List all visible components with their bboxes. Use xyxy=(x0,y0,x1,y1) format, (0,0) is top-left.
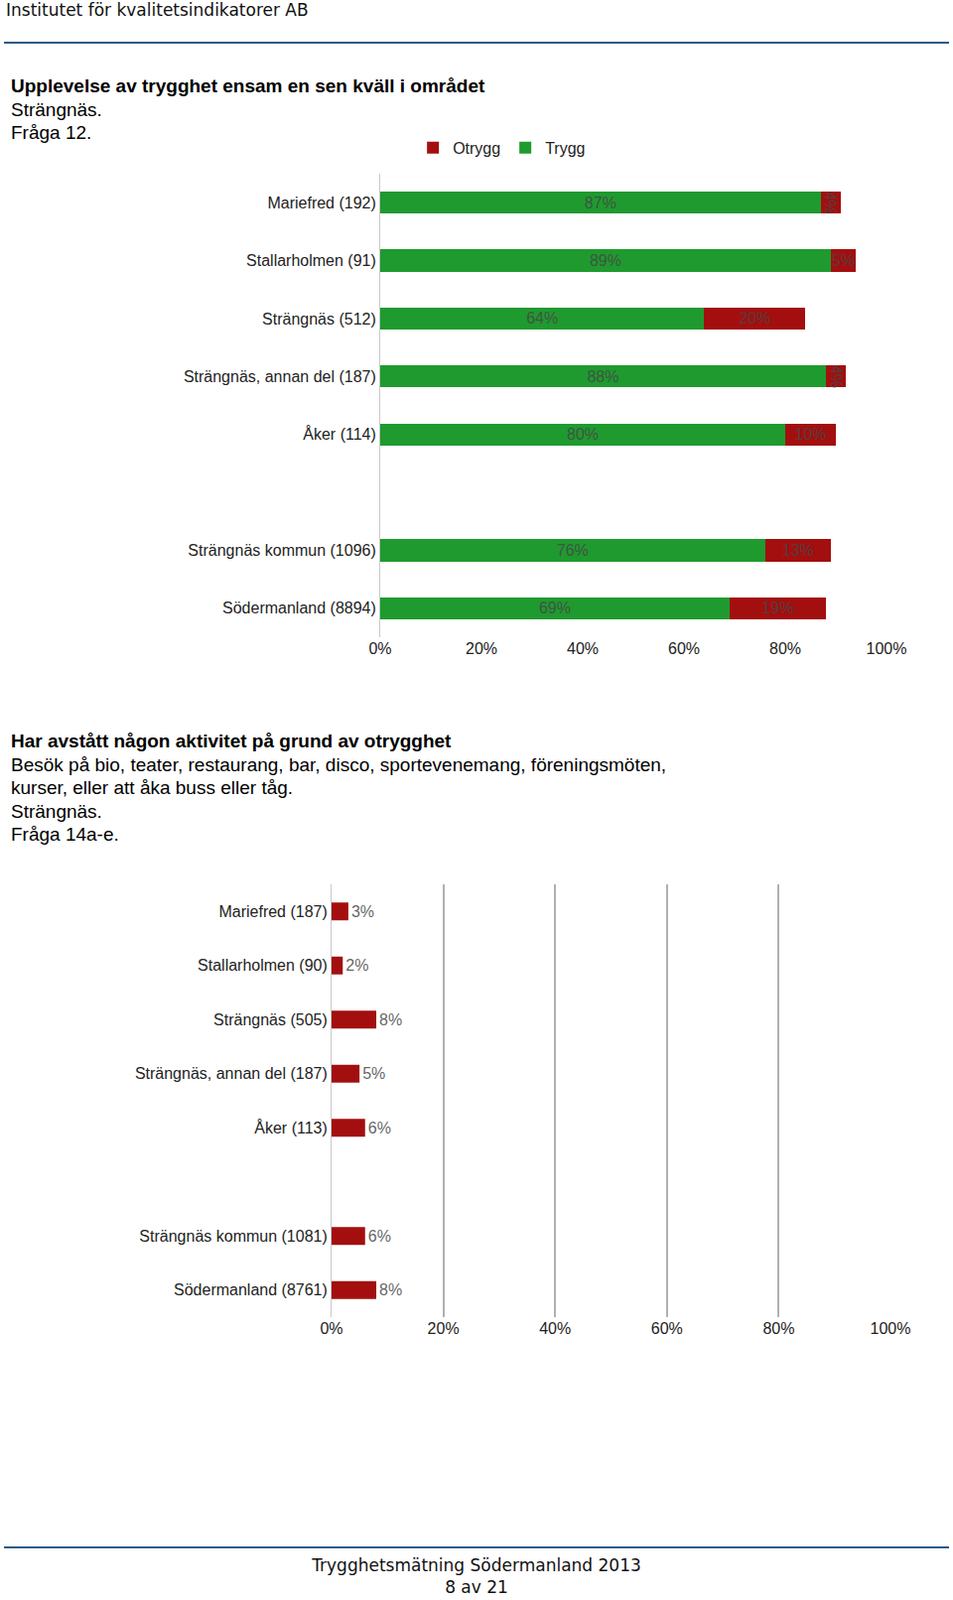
svg-text:Strängnäs kommun (1096): Strängnäs kommun (1096) xyxy=(187,542,376,559)
svg-text:13%: 13% xyxy=(782,542,815,559)
svg-text:60%: 60% xyxy=(668,640,700,658)
html-text:Besök på bio, teater, restaura: Besök på bio, teater, restaurang, bar, d… xyxy=(10,753,667,845)
svg-text:0%: 0% xyxy=(368,640,392,658)
svg-text:Strängnäs, annan del (187): Strängnäs, annan del (187) xyxy=(183,368,377,386)
svg-text:6%: 6% xyxy=(368,1227,392,1245)
svg-text:Strängnäs (512): Strängnäs (512) xyxy=(262,310,377,328)
svg-text:Stallarholmen (91): Stallarholmen (91) xyxy=(246,252,377,270)
html-text:Institutet för kvalitetsindika: Institutet för kvalitetsindikatorer AB xyxy=(5,0,309,20)
svg-text:5%: 5% xyxy=(831,252,855,270)
svg-text:76%: 76% xyxy=(556,542,589,559)
svg-text:Mariefred (187): Mariefred (187) xyxy=(218,903,327,921)
svg-text:20%: 20% xyxy=(465,640,498,658)
svg-text:Södermanland (8761): Södermanland (8761) xyxy=(173,1281,328,1299)
svg-text:Otrygg: Otrygg xyxy=(452,139,501,157)
svg-text:100%: 100% xyxy=(870,1320,912,1338)
svg-text:Trygg: Trygg xyxy=(544,139,585,157)
svg-text:10%: 10% xyxy=(794,425,826,443)
svg-text:Strängnäs kommun (1081): Strängnäs kommun (1081) xyxy=(138,1227,327,1245)
svg-text:80%: 80% xyxy=(769,640,802,658)
svg-text:Södermanland (8894): Södermanland (8894) xyxy=(222,599,377,617)
svg-text:89%: 89% xyxy=(589,252,622,270)
svg-text:88%: 88% xyxy=(586,368,619,386)
svg-text:2%: 2% xyxy=(345,956,369,974)
html-text:Har avstått någon aktivitet på: Har avstått någon aktivitet på grund av … xyxy=(10,730,452,752)
html-text:Trygghetsmätning Södermanland: Trygghetsmätning Södermanland 2013 xyxy=(311,1555,642,1576)
svg-text:20%: 20% xyxy=(427,1320,460,1338)
svg-text:100%: 100% xyxy=(866,640,908,658)
svg-text:Strängnäs (505): Strängnäs (505) xyxy=(213,1011,328,1029)
svg-text:8%: 8% xyxy=(379,1011,403,1029)
svg-text:80%: 80% xyxy=(762,1320,795,1338)
svg-text:0%: 0% xyxy=(319,1320,343,1338)
svg-text:80%: 80% xyxy=(566,425,599,443)
svg-text:69%: 69% xyxy=(539,599,571,617)
svg-text:4%: 4% xyxy=(821,191,839,215)
html-text:Upplevelse av trygghet ensam e: Upplevelse av trygghet ensam en sen kväl… xyxy=(10,75,485,97)
svg-text:20%: 20% xyxy=(738,309,771,327)
svg-text:64%: 64% xyxy=(526,309,558,327)
svg-text:19%: 19% xyxy=(761,599,794,617)
svg-text:40%: 40% xyxy=(539,1320,571,1338)
svg-text:8%: 8% xyxy=(379,1281,403,1299)
svg-text:Åker (113): Åker (113) xyxy=(254,1118,328,1137)
svg-text:Stallarholmen (90): Stallarholmen (90) xyxy=(197,956,328,974)
svg-text:87%: 87% xyxy=(584,194,617,212)
svg-text:5%: 5% xyxy=(362,1065,386,1083)
svg-text:Mariefred (192): Mariefred (192) xyxy=(267,194,376,212)
svg-text:6%: 6% xyxy=(368,1119,392,1137)
html-text:Strängnäs. Fråga 12.: Strängnäs. Fråga 12. xyxy=(10,98,103,143)
svg-text:3%: 3% xyxy=(351,903,375,921)
svg-text:4%: 4% xyxy=(827,365,845,389)
svg-text:40%: 40% xyxy=(566,640,599,658)
html-text:8 av 21: 8 av 21 xyxy=(444,1577,509,1598)
svg-text:Åker (114): Åker (114) xyxy=(302,424,377,443)
svg-text:Strängnäs, annan del (187): Strängnäs, annan del (187) xyxy=(135,1065,328,1083)
svg-text:60%: 60% xyxy=(651,1320,683,1338)
